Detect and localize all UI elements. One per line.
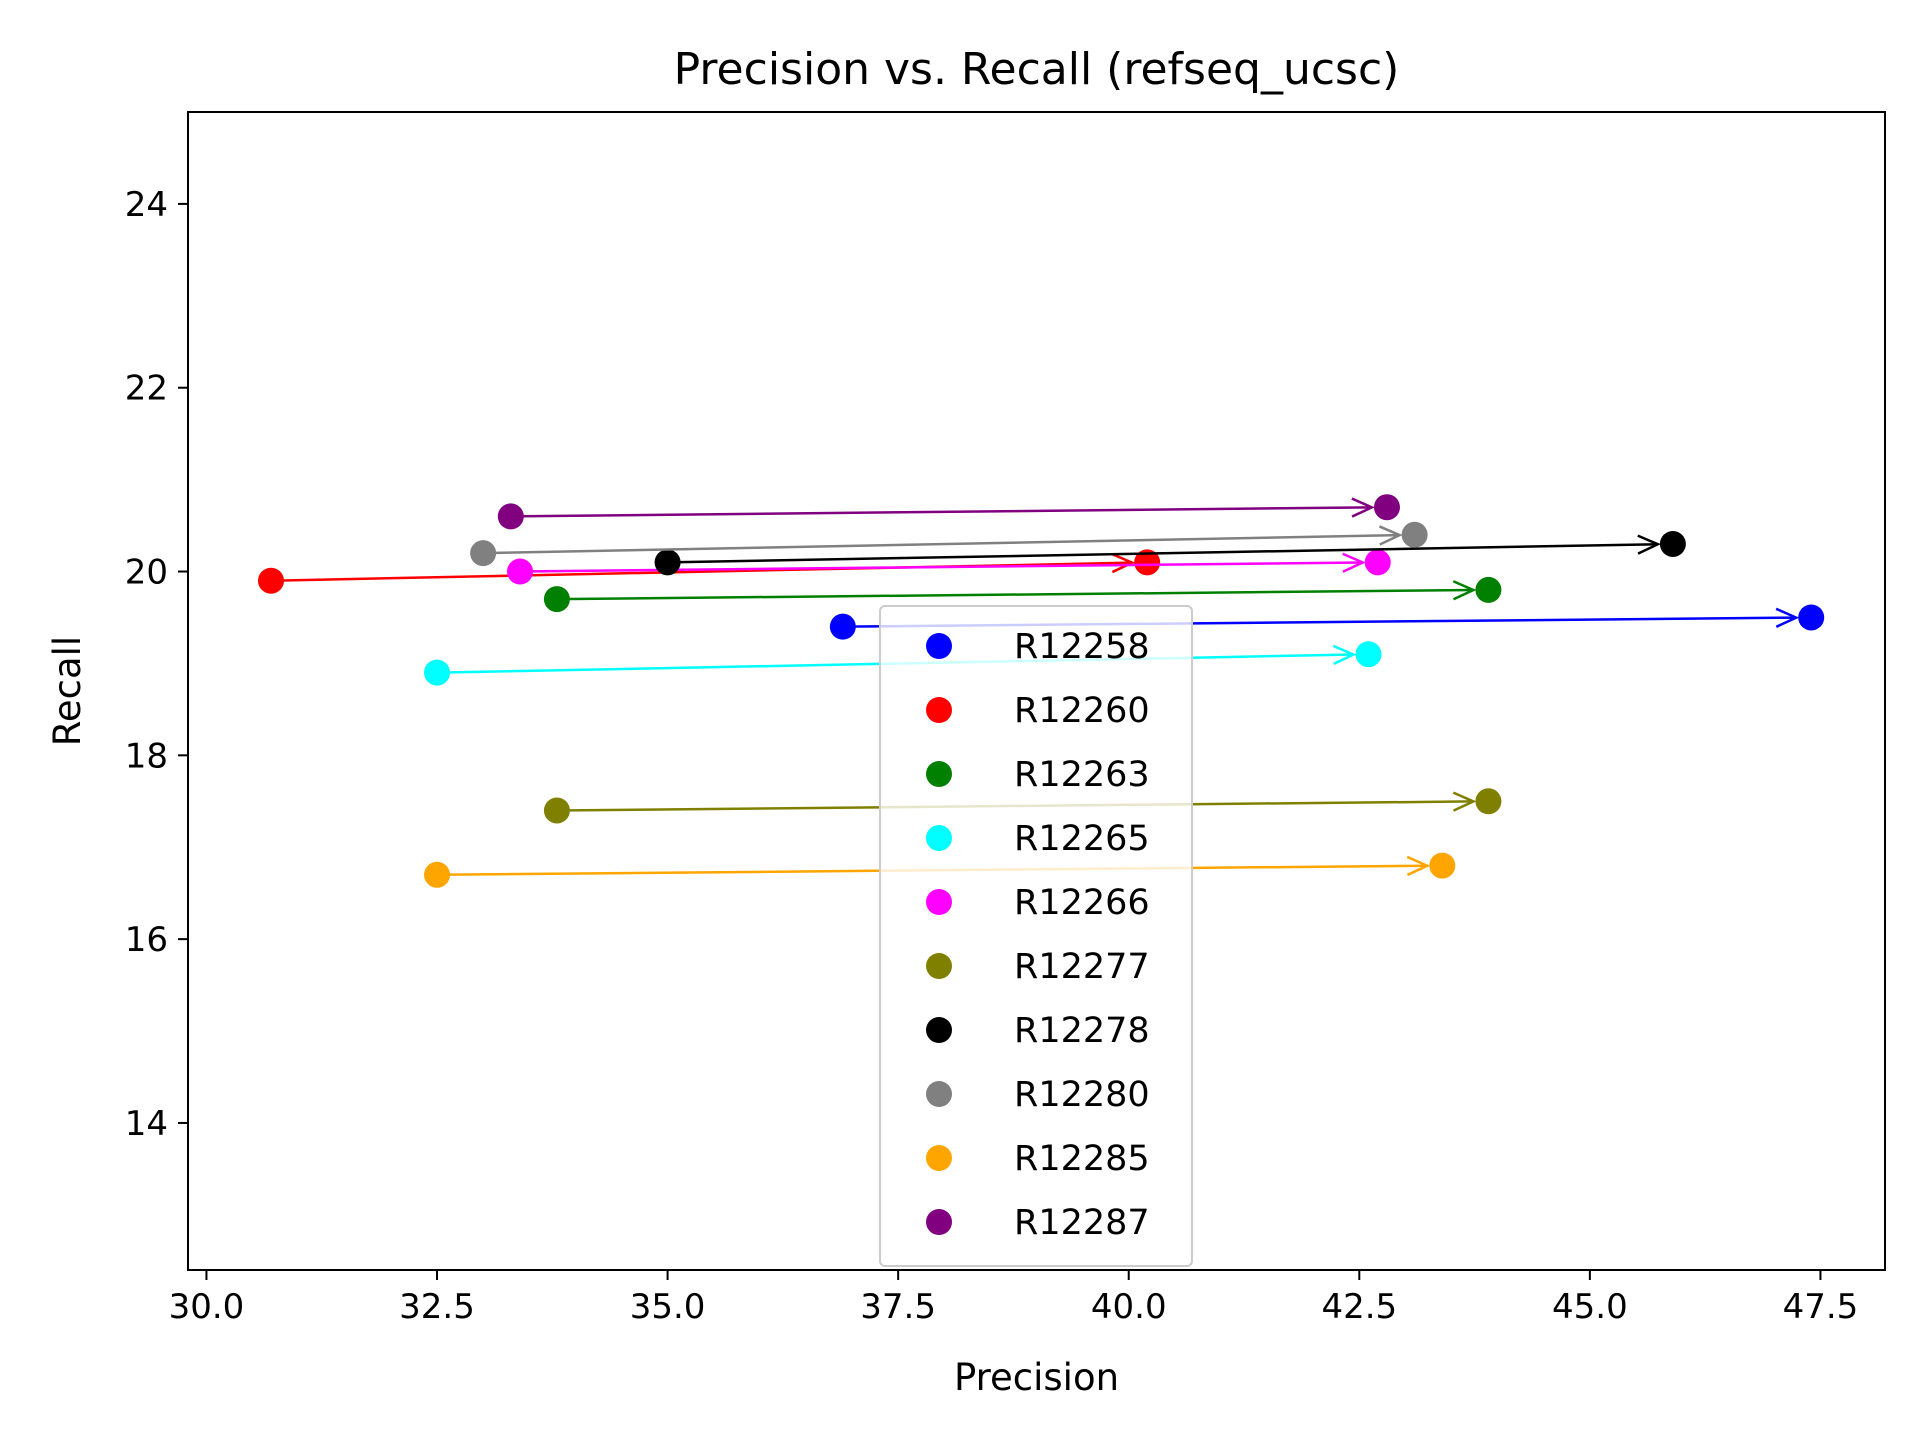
legend-marker <box>926 1145 952 1171</box>
legend-item: R12266 <box>926 883 1150 923</box>
series-R12278 <box>654 530 1686 576</box>
legend-item: R12263 <box>926 755 1150 795</box>
x-tick-label: 35.0 <box>630 1287 706 1327</box>
x-tick-label: 42.5 <box>1321 1287 1397 1327</box>
series-R12266 <box>507 549 1391 585</box>
series-R12263 <box>543 576 1502 613</box>
arrow-line <box>667 542 1658 564</box>
legend-item: R12280 <box>926 1075 1150 1115</box>
arrow-head <box>1332 644 1357 666</box>
arrow-head <box>1342 552 1366 573</box>
x-tick-label: 40.0 <box>1091 1287 1167 1327</box>
legend-label: R12277 <box>1014 947 1150 987</box>
arrow-head <box>1775 607 1800 628</box>
legend-item: R12287 <box>926 1203 1150 1243</box>
legend-marker <box>926 889 952 915</box>
legend-marker <box>926 1209 952 1235</box>
legend-marker <box>926 1017 952 1043</box>
arrow-head <box>1637 534 1661 555</box>
arrow-line <box>520 561 1363 573</box>
legend-label: R12285 <box>1014 1139 1150 1179</box>
legend-item: R12285 <box>926 1139 1150 1179</box>
end-point <box>1798 604 1825 631</box>
arrow-head <box>1351 497 1376 518</box>
legend-label: R12258 <box>1014 627 1150 667</box>
start-point <box>424 659 451 686</box>
start-point <box>654 549 681 576</box>
legend: R12258 R12260 R12263 R12265 R12266 R12277 R122… <box>879 605 1193 1267</box>
x-tick-label: 30.0 <box>169 1287 245 1327</box>
legend-marker <box>926 761 952 787</box>
start-point <box>543 586 570 613</box>
legend-box <box>879 605 1193 1267</box>
legend-label: R12278 <box>1014 1011 1150 1051</box>
start-point <box>543 797 570 824</box>
x-axis-ticks: 30.0 32.5 35.0 37.5 40.0 42.5 45.0 47.5 <box>169 1270 1859 1327</box>
y-tick-label: 20 <box>125 553 168 593</box>
legend-marker <box>926 633 952 659</box>
series-R12287 <box>497 494 1400 530</box>
arrow-head <box>1111 552 1136 574</box>
arrow-head <box>1452 791 1477 812</box>
legend-marker <box>926 1081 952 1107</box>
start-point <box>497 503 524 530</box>
end-point <box>1475 788 1502 815</box>
end-point <box>1134 549 1161 576</box>
end-point <box>1659 530 1686 557</box>
y-tick-label: 18 <box>125 736 168 776</box>
arrow-line <box>510 506 1372 518</box>
legend-item: R12278 <box>926 1011 1150 1051</box>
chart-title: Precision vs. Recall (refseq_ucsc) <box>674 44 1400 95</box>
arrow-line <box>556 588 1474 601</box>
legend-item: R12277 <box>926 947 1150 987</box>
legend-label: R12265 <box>1014 819 1150 859</box>
plot-frame <box>187 111 1886 1271</box>
end-point <box>1475 576 1502 603</box>
arrow-head <box>1378 525 1403 546</box>
y-axis-label: Recall <box>46 636 89 746</box>
legend-marker <box>926 697 952 723</box>
x-tick-label: 37.5 <box>860 1287 936 1327</box>
end-point <box>1364 549 1391 576</box>
legend-item: R12260 <box>926 691 1150 731</box>
y-tick-label: 16 <box>125 920 168 960</box>
start-point <box>258 567 285 594</box>
legend-marker <box>926 953 952 979</box>
legend-label: R12266 <box>1014 883 1150 923</box>
x-tick-label: 32.5 <box>399 1287 475 1327</box>
x-axis-label: Precision <box>954 1356 1119 1399</box>
legend-label: R12263 <box>1014 755 1150 795</box>
x-tick-label: 47.5 <box>1783 1287 1859 1327</box>
legend-item: R12258 <box>926 627 1150 667</box>
start-point <box>507 558 534 585</box>
end-point <box>1401 521 1428 548</box>
start-point <box>424 861 451 888</box>
end-point <box>1355 641 1382 668</box>
y-tick-label: 14 <box>125 1104 168 1144</box>
arrow-head <box>1406 855 1431 877</box>
x-tick-label: 45.0 <box>1552 1287 1628 1327</box>
start-point <box>829 613 856 640</box>
start-point <box>470 540 497 567</box>
end-point <box>1429 852 1456 879</box>
legend-item: R12265 <box>926 819 1150 859</box>
legend-label: R12260 <box>1014 691 1150 731</box>
arrow-head <box>1452 580 1477 601</box>
series-R12280 <box>470 521 1428 567</box>
arrow-line <box>483 533 1400 555</box>
y-axis-ticks: 14 16 18 20 22 24 <box>125 185 188 1144</box>
end-point <box>1373 494 1400 521</box>
legend-marker <box>926 825 952 851</box>
y-tick-label: 22 <box>125 369 168 409</box>
y-tick-label: 24 <box>125 185 168 225</box>
legend-label: R12280 <box>1014 1075 1150 1115</box>
legend-label: R12287 <box>1014 1203 1150 1243</box>
